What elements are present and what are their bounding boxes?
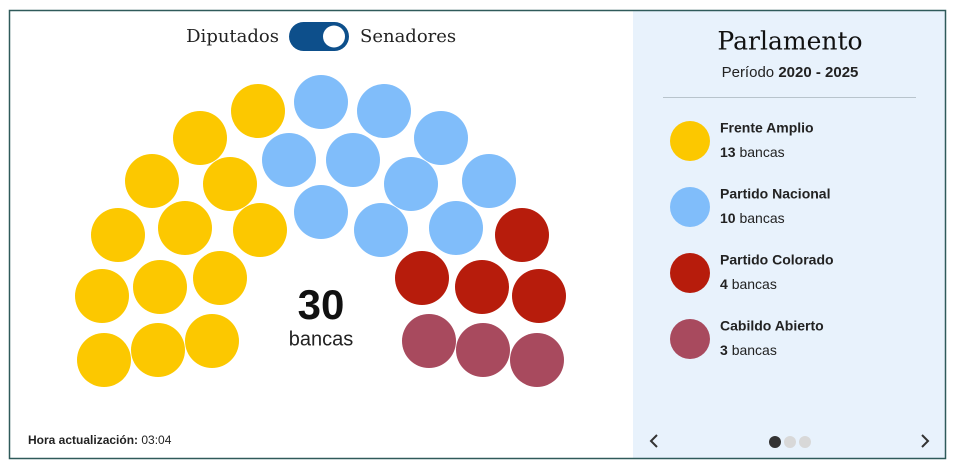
seat <box>77 333 131 387</box>
legend-name: Frente Amplio <box>720 120 814 136</box>
seat <box>91 208 145 262</box>
legend-swatch <box>670 319 710 359</box>
period: Período 2020 - 2025 <box>722 64 859 81</box>
legend-name: Cabildo Abierto <box>720 318 824 334</box>
legend-count: 4 bancas <box>720 276 777 292</box>
panel-title: Parlamento <box>717 27 862 56</box>
legend-seats: 10 <box>720 210 736 226</box>
seat <box>231 84 285 138</box>
legend-count: 10 bancas <box>720 210 785 226</box>
seat <box>402 314 456 368</box>
seat <box>233 203 287 257</box>
footer: Hora actualización: 03:04 <box>28 433 172 447</box>
frame <box>8 9 947 460</box>
toggle-knob[interactable] <box>323 25 345 48</box>
seat <box>75 269 129 323</box>
period-value: 2020 - 2025 <box>778 64 858 81</box>
legend-unit: bancas <box>739 144 784 160</box>
legend-count: 13 bancas <box>720 144 785 160</box>
toggle[interactable] <box>289 22 349 51</box>
seat <box>173 111 227 165</box>
seat <box>429 201 483 255</box>
prev-arrow[interactable] <box>649 434 658 448</box>
seat <box>203 157 257 211</box>
seat <box>510 333 564 387</box>
legend-unit: bancas <box>739 210 784 226</box>
legend-name: Partido Nacional <box>720 186 830 202</box>
page-dot[interactable] <box>784 436 796 448</box>
seat <box>455 260 509 314</box>
footer-time: 03:04 <box>141 433 171 447</box>
page-dot[interactable] <box>769 436 781 448</box>
seat <box>462 154 516 208</box>
total-seats: 30 <box>298 281 345 328</box>
seat <box>456 323 510 377</box>
seat <box>125 154 179 208</box>
seat <box>384 157 438 211</box>
seat <box>294 185 348 239</box>
seat <box>185 314 239 368</box>
legend-seats: 4 <box>720 276 728 292</box>
legend: Frente Amplio 13 bancas Partido Nacional 10… <box>670 120 834 359</box>
side-panel <box>633 10 946 459</box>
seat <box>158 201 212 255</box>
legend-seats: 13 <box>720 144 736 160</box>
next-arrow[interactable] <box>921 434 930 448</box>
seat <box>133 260 187 314</box>
seat <box>131 323 185 377</box>
legend-name: Partido Colorado <box>720 252 834 268</box>
legend-swatch <box>670 187 710 227</box>
page-dot[interactable] <box>799 436 811 448</box>
seat <box>326 133 380 187</box>
legend-swatch <box>670 253 710 293</box>
footer-label: Hora actualización: <box>28 433 138 447</box>
period-label: Período <box>722 64 775 81</box>
legend-unit: bancas <box>732 342 777 358</box>
seat <box>414 111 468 165</box>
hemicycle <box>75 75 566 387</box>
seat <box>512 269 566 323</box>
legend-count: 3 bancas <box>720 342 777 358</box>
seat <box>262 133 316 187</box>
seat <box>495 208 549 262</box>
total-unit: bancas <box>289 328 354 350</box>
seat <box>395 251 449 305</box>
legend-swatch <box>670 121 710 161</box>
seat <box>193 251 247 305</box>
legend-seats: 3 <box>720 342 728 358</box>
seat <box>354 203 408 257</box>
seat <box>357 84 411 138</box>
seat <box>294 75 348 129</box>
toggle-right-label[interactable]: Senadores <box>360 26 456 47</box>
legend-unit: bancas <box>732 276 777 292</box>
toggle-left-label[interactable]: Diputados <box>186 26 279 47</box>
